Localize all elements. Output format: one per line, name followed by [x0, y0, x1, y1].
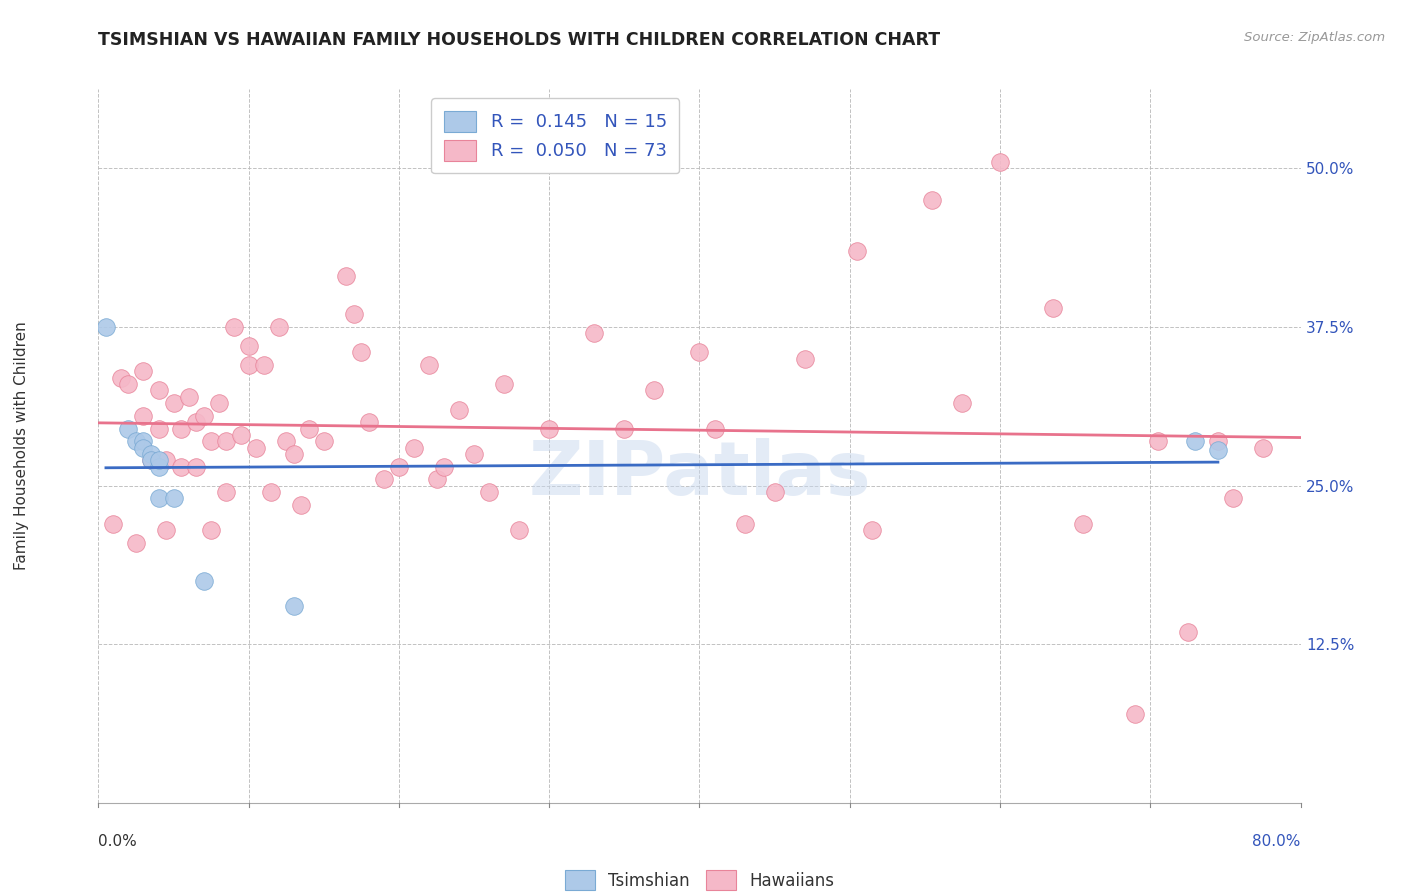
- Point: [132, 441, 155, 455]
- Point: [276, 434, 298, 449]
- Text: ZIPatlas: ZIPatlas: [529, 438, 870, 511]
- Point: [298, 421, 321, 435]
- Point: [132, 434, 155, 449]
- Point: [184, 415, 207, 429]
- Point: [763, 485, 786, 500]
- Point: [125, 535, 148, 549]
- Point: [335, 269, 357, 284]
- Point: [463, 447, 485, 461]
- Point: [148, 459, 170, 474]
- Point: [312, 434, 335, 449]
- Point: [117, 421, 139, 435]
- Point: [921, 193, 943, 207]
- Point: [110, 371, 132, 385]
- Point: [139, 453, 162, 467]
- Point: [860, 523, 883, 537]
- Point: [734, 516, 756, 531]
- Point: [177, 390, 200, 404]
- Point: [373, 472, 395, 486]
- Point: [200, 434, 222, 449]
- Point: [208, 396, 231, 410]
- Point: [231, 428, 253, 442]
- Point: [357, 415, 380, 429]
- Text: 80.0%: 80.0%: [1253, 834, 1301, 849]
- Point: [148, 384, 170, 398]
- Point: [148, 491, 170, 506]
- Point: [283, 599, 305, 614]
- Point: [1123, 706, 1146, 721]
- Point: [148, 421, 170, 435]
- Point: [988, 155, 1011, 169]
- Point: [425, 472, 447, 486]
- Point: [117, 377, 139, 392]
- Point: [94, 320, 117, 334]
- Point: [184, 459, 207, 474]
- Point: [132, 409, 155, 423]
- Text: TSIMSHIAN VS HAWAIIAN FAMILY HOUSEHOLDS WITH CHILDREN CORRELATION CHART: TSIMSHIAN VS HAWAIIAN FAMILY HOUSEHOLDS …: [98, 31, 941, 49]
- Point: [193, 409, 215, 423]
- Point: [538, 421, 561, 435]
- Point: [238, 339, 260, 353]
- Legend: Tsimshian, Hawaiians: Tsimshian, Hawaiians: [557, 862, 842, 892]
- Point: [388, 459, 411, 474]
- Point: [1042, 301, 1064, 315]
- Point: [1146, 434, 1168, 449]
- Point: [846, 244, 869, 258]
- Point: [215, 485, 238, 500]
- Text: 0.0%: 0.0%: [98, 834, 138, 849]
- Point: [1184, 434, 1206, 449]
- Point: [1222, 491, 1244, 506]
- Point: [494, 377, 516, 392]
- Point: [402, 441, 425, 455]
- Point: [952, 396, 974, 410]
- Point: [162, 491, 184, 506]
- Point: [418, 358, 440, 372]
- Point: [139, 453, 162, 467]
- Point: [290, 498, 312, 512]
- Point: [245, 441, 267, 455]
- Point: [162, 396, 184, 410]
- Point: [283, 447, 305, 461]
- Point: [170, 421, 193, 435]
- Point: [1206, 434, 1229, 449]
- Point: [155, 453, 177, 467]
- Point: [343, 307, 366, 321]
- Point: [193, 574, 215, 588]
- Point: [132, 364, 155, 378]
- Point: [1206, 443, 1229, 458]
- Text: Source: ZipAtlas.com: Source: ZipAtlas.com: [1244, 31, 1385, 45]
- Point: [508, 523, 530, 537]
- Point: [253, 358, 276, 372]
- Point: [433, 459, 456, 474]
- Point: [350, 345, 373, 359]
- Point: [139, 447, 162, 461]
- Point: [1251, 441, 1274, 455]
- Text: Family Households with Children: Family Households with Children: [14, 322, 28, 570]
- Point: [478, 485, 501, 500]
- Point: [170, 459, 193, 474]
- Point: [267, 320, 290, 334]
- Point: [613, 421, 636, 435]
- Point: [215, 434, 238, 449]
- Point: [238, 358, 260, 372]
- Point: [222, 320, 245, 334]
- Point: [1177, 624, 1199, 639]
- Point: [703, 421, 725, 435]
- Point: [148, 453, 170, 467]
- Point: [103, 516, 125, 531]
- Point: [260, 485, 283, 500]
- Point: [689, 345, 711, 359]
- Point: [1071, 516, 1094, 531]
- Point: [447, 402, 470, 417]
- Point: [583, 326, 606, 341]
- Point: [643, 384, 665, 398]
- Point: [200, 523, 222, 537]
- Point: [125, 434, 148, 449]
- Point: [155, 523, 177, 537]
- Point: [793, 351, 815, 366]
